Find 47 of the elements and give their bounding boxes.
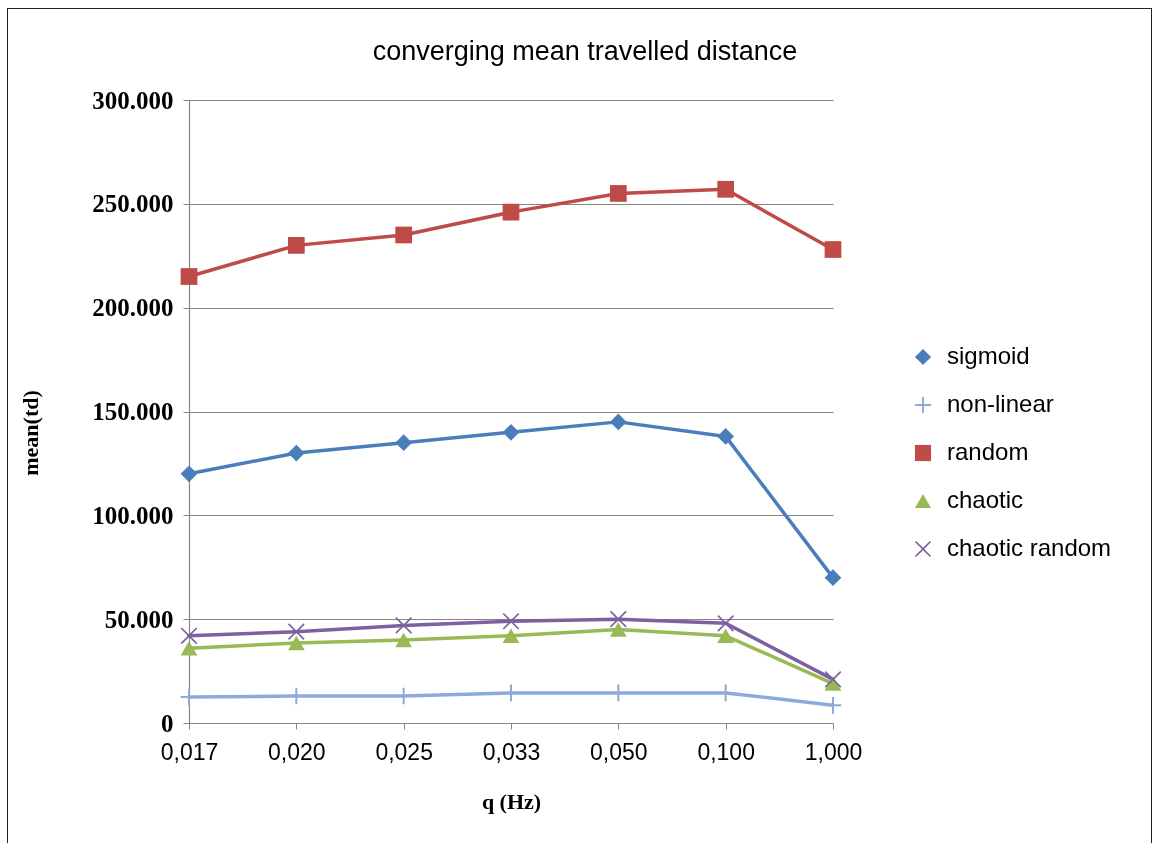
- point: [395, 434, 413, 452]
- point: [717, 628, 735, 644]
- point: [180, 465, 198, 483]
- y-tick-label: 0: [161, 709, 174, 737]
- y-tick-label: 250.000: [92, 190, 174, 218]
- legend-label: chaotic: [947, 486, 1024, 513]
- y-axis-title: mean(td): [17, 390, 43, 476]
- point: [502, 203, 520, 221]
- x-axis-title: q (Hz): [481, 788, 542, 814]
- legend-label: non-linear: [947, 390, 1054, 417]
- point: [180, 640, 198, 656]
- y-tick-label: 150.000: [92, 398, 174, 425]
- point: [609, 413, 627, 431]
- legend-label: sigmoid: [947, 342, 1030, 369]
- point: [180, 268, 198, 285]
- point: [395, 632, 413, 648]
- point: [824, 569, 842, 586]
- chart-title: converging mean travelled distance: [372, 36, 798, 66]
- legend-label: random: [947, 438, 1029, 465]
- y-tick-label: 300.000: [92, 86, 174, 114]
- x-tick-label: 0,100: [697, 738, 755, 765]
- x-tick-label: 0,033: [482, 738, 541, 765]
- point: [609, 610, 627, 628]
- point: [824, 241, 842, 258]
- x-tick-label: 0,020: [268, 738, 326, 765]
- point: [717, 180, 735, 198]
- x-tick-label: 1,000: [804, 738, 863, 765]
- point: [502, 423, 520, 441]
- point: [287, 635, 305, 651]
- point: [502, 628, 520, 644]
- x-tick-label: 0,025: [375, 738, 433, 765]
- y-tick-label: 50.000: [104, 605, 174, 633]
- point: [717, 428, 735, 445]
- y-tick-label: 200.000: [92, 294, 174, 322]
- point: [609, 185, 627, 202]
- x-tick-label: 0,017: [160, 738, 219, 765]
- point: [395, 617, 413, 634]
- point: [287, 444, 305, 462]
- legend-label: chaotic random: [947, 534, 1112, 561]
- point: [717, 614, 735, 632]
- point: [824, 696, 842, 714]
- point: [395, 226, 413, 244]
- y-tick-label: 100.000: [92, 501, 174, 529]
- point: [287, 237, 305, 254]
- point: [609, 622, 627, 637]
- point: [287, 623, 305, 640]
- x-tick-label: 0,050: [590, 738, 648, 765]
